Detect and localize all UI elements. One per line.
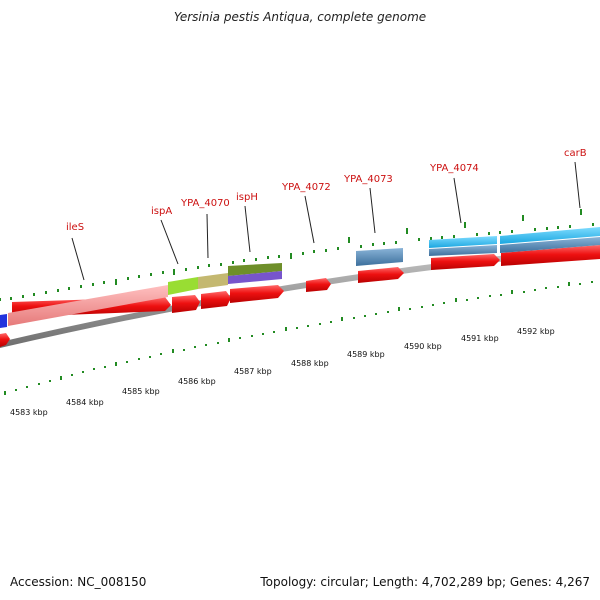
kbp-label: 4588 kbp — [291, 359, 329, 368]
genome-summary: Topology: circular; Length: 4,702,289 bp… — [260, 575, 590, 589]
kbp-label: 4590 kbp — [404, 342, 442, 351]
cds-arrow[interactable] — [431, 254, 500, 270]
gene-block-blue[interactable] — [0, 314, 7, 328]
kbp-label: 4583 kbp — [10, 408, 48, 417]
kbp-label: 4589 kbp — [347, 350, 385, 359]
gene-block-ispH[interactable] — [228, 263, 282, 276]
forward-cds-track — [0, 245, 600, 347]
cds-arrow[interactable] — [0, 333, 10, 347]
outer-tick-track — [0, 209, 594, 301]
cds-arrow[interactable] — [201, 291, 231, 309]
kbp-label: 4591 kbp — [461, 334, 499, 343]
accession-label: Accession: NC_008150 — [10, 575, 147, 589]
gene-label[interactable]: YPA_4074 — [429, 163, 479, 174]
kbp-labels: 4583 kbp 4584 kbp 4585 kbp 4586 kbp 4587… — [10, 327, 555, 417]
gene-label[interactable]: carB — [564, 148, 587, 159]
kbp-label: 4592 kbp — [517, 327, 555, 336]
kbp-label: 4585 kbp — [122, 387, 160, 396]
page-title: Yersinia pestis Antiqua, complete genome — [173, 10, 427, 24]
cds-arrow[interactable] — [306, 278, 331, 292]
gene-block-carB-b[interactable] — [500, 237, 600, 253]
gene-block-YPA_4074-a[interactable] — [429, 236, 497, 248]
gene-block-purple[interactable] — [228, 271, 282, 284]
gene-block-YPA_4070[interactable] — [198, 273, 228, 289]
cds-arrow[interactable] — [230, 285, 284, 303]
gene-block-ileS[interactable] — [8, 285, 168, 326]
gene-block-carB-a[interactable] — [500, 227, 600, 244]
kbp-label: 4587 kbp — [234, 367, 272, 376]
gene-label[interactable]: ileS — [66, 222, 84, 233]
gene-label[interactable]: ispH — [236, 192, 258, 203]
cds-arrow[interactable] — [501, 245, 600, 266]
gene-block-YPA_4074-b[interactable] — [429, 245, 497, 256]
gene-label[interactable]: YPA_4072 — [281, 182, 331, 193]
inner-tick-track — [4, 281, 593, 395]
gene-block-YPA_4073[interactable] — [356, 248, 403, 266]
gene-label[interactable]: YPA_4070 — [180, 198, 230, 209]
cds-arrow[interactable] — [172, 295, 200, 313]
feature-track — [0, 227, 600, 328]
label-leader-lines — [71, 161, 581, 281]
kbp-label: 4586 kbp — [178, 377, 216, 386]
kbp-label: 4584 kbp — [66, 398, 104, 407]
cds-arrow[interactable] — [358, 267, 404, 283]
gene-label[interactable]: ispA — [151, 206, 172, 217]
gene-labels: ileS ispA YPA_4070 ispH YPA_4072 YPA_407… — [66, 148, 587, 233]
gene-block-ispA[interactable] — [168, 277, 198, 295]
gene-label[interactable]: YPA_4073 — [343, 174, 393, 185]
